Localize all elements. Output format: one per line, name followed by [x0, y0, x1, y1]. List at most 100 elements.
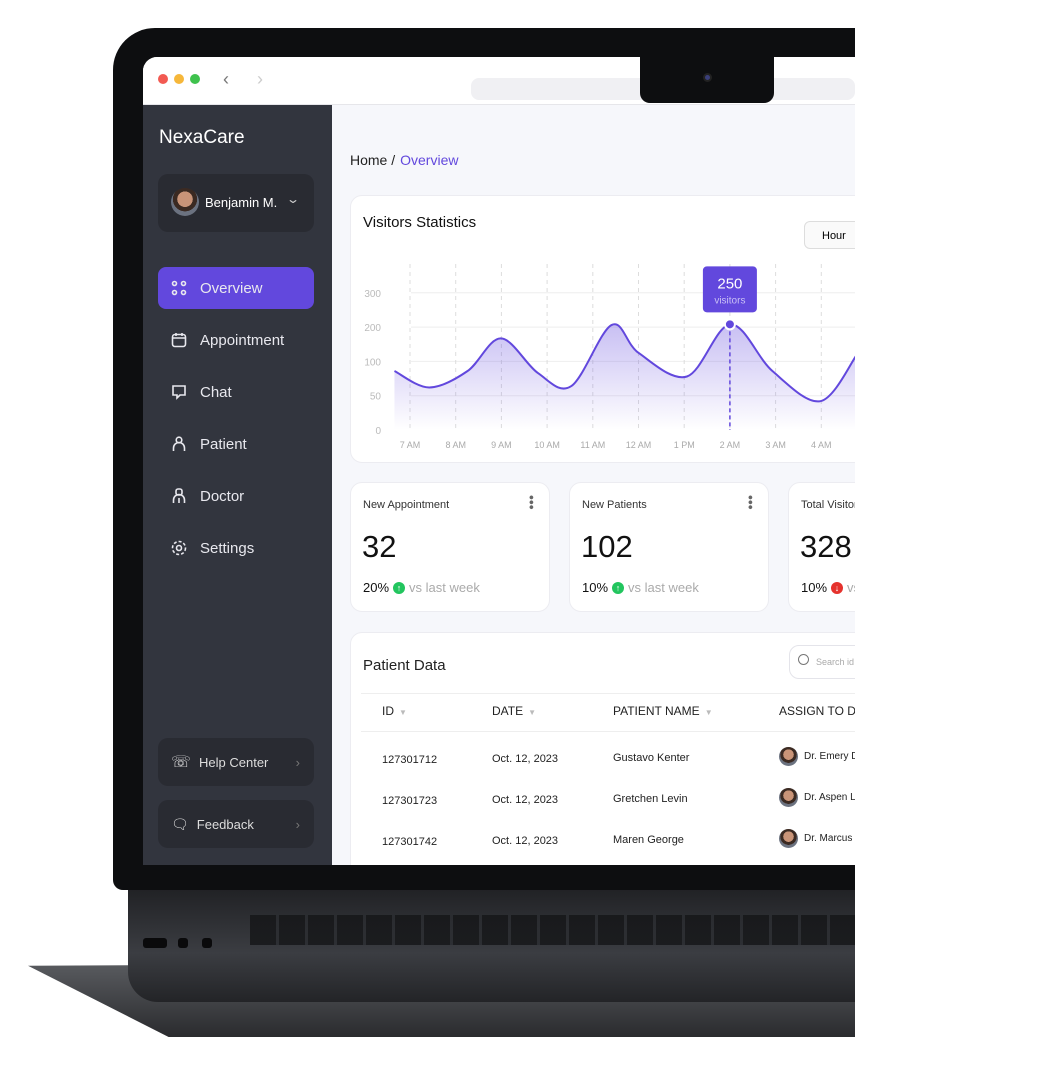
highlight-point [723, 318, 736, 331]
laptop-port [202, 938, 212, 948]
sort-icon: ▼ [704, 708, 713, 717]
grid-dots-icon [171, 280, 187, 296]
x-tick-label: 3 AM [765, 440, 786, 450]
more-options-icon[interactable]: ••• [524, 495, 540, 510]
stat-title: New Patients [582, 499, 647, 511]
arrow-up-icon: ↑ [612, 581, 625, 594]
stat-note: vs [847, 580, 855, 595]
patient-data-title: Patient Data [363, 657, 446, 674]
cell-id: 127301712 [382, 754, 438, 766]
sidebar-item-label: Chat [200, 383, 232, 401]
doctor-avatar [779, 788, 798, 807]
cell-doctor: Dr. Marcus F [779, 829, 855, 848]
help-center-button[interactable]: ☏ Help Center › [158, 738, 314, 786]
calendar-icon [171, 333, 187, 348]
sort-icon: ▼ [399, 708, 407, 717]
cell-date: Oct. 12, 2023 [492, 835, 559, 847]
cell-date: Oct. 12, 2023 [492, 753, 559, 765]
sidebar-item-patient[interactable]: Patient [158, 423, 314, 465]
cell-id: 127301723 [382, 795, 438, 807]
divider [361, 693, 855, 694]
doctor-avatar [779, 829, 798, 848]
more-options-icon[interactable]: ••• [743, 495, 759, 510]
area-fill [394, 324, 855, 430]
doctor-avatar [779, 747, 798, 766]
camera-icon [703, 73, 712, 82]
close-window-icon[interactable] [158, 74, 168, 84]
cell-doctor: Dr. Aspen Li [779, 788, 855, 807]
user-menu[interactable]: Benjamin M. ⌄ [158, 174, 314, 232]
sidebar-item-settings[interactable]: Settings [158, 527, 314, 569]
y-tick-label: 0 [375, 426, 381, 437]
chat-bubble-icon [172, 385, 186, 400]
sort-icon: ▼ [528, 708, 537, 717]
x-tick-label: 12 AM [626, 440, 652, 450]
arrow-up-icon: ↑ [393, 581, 406, 594]
stat-title: Total Visitor [801, 499, 855, 511]
maximize-window-icon[interactable] [190, 74, 200, 84]
minimize-window-icon[interactable] [174, 74, 184, 84]
stat-change: 10% [801, 580, 828, 595]
chevron-right-icon: › [295, 754, 300, 770]
cell-doctor: Dr. Emery D [779, 747, 855, 766]
breadcrumb-home[interactable]: Home / [350, 152, 396, 168]
avatar [171, 188, 199, 216]
chevron-down-icon: ⌄ [285, 192, 301, 206]
cell-patient-name: Gustavo Kenter [613, 752, 690, 764]
feedback-label: Feedback [196, 816, 254, 832]
screen: ‹ › NexaCare Benjamin M. ⌄ Overview Appo… [143, 57, 855, 865]
user-name: Benjamin M. [205, 195, 278, 210]
sidebar-item-label: Settings [200, 539, 255, 557]
visitors-card: Visitors Statistics Hour 0 50 100 200 300 7 A… [350, 195, 855, 463]
x-tick-label: 9 AM [491, 440, 512, 450]
stat-value: 102 [581, 529, 633, 564]
stat-card: New Patients ••• 102 10% ↑ vs last week [569, 482, 769, 612]
cell-patient-name: Maren George [613, 834, 684, 846]
chevron-right-icon: › [295, 816, 300, 832]
sidebar-item-chat[interactable]: Chat [158, 371, 314, 413]
column-header-id[interactable]: ID ▼ [382, 704, 407, 718]
y-tick-label: 200 [364, 323, 381, 334]
sidebar-item-appointment[interactable]: Appointment [158, 319, 314, 361]
x-tick-label: 7 AM [400, 440, 421, 450]
cell-patient-name: Gretchen Levin [613, 793, 688, 805]
stat-card: Total Visitor ••• 328 10% ↓ vs [788, 482, 855, 612]
column-header-date[interactable]: DATE ▼ [492, 704, 537, 718]
series-line [393, 323, 855, 403]
breadcrumb-current: Overview [400, 152, 459, 168]
y-tick-label: 100 [364, 357, 381, 368]
feedback-button[interactable]: 🗨 Feedback › [158, 800, 314, 848]
x-tick-label: 11 AM [580, 440, 605, 450]
laptop-port [143, 938, 167, 948]
x-tick-label: 4 AM [811, 440, 832, 450]
laptop-keyboard [250, 915, 855, 945]
feedback-icon: 🗨 [171, 815, 189, 832]
stat-value: 328 [800, 529, 852, 564]
column-header-assign-to-doctor[interactable]: ASSIGN TO DO [779, 704, 855, 718]
chart-title: Visitors Statistics [363, 214, 477, 231]
forward-arrow-icon[interactable]: › [257, 69, 263, 89]
brand-logo: NexaCare [159, 127, 245, 148]
x-tick-label: 1 PM [674, 440, 695, 450]
back-arrow-icon[interactable]: ‹ [223, 69, 229, 89]
sidebar-item-label: Appointment [200, 331, 285, 349]
arrow-down-icon: ↓ [831, 581, 844, 594]
column-header-patient-name[interactable]: PATIENT NAME ▼ [613, 704, 713, 718]
sidebar-item-doctor[interactable]: Doctor [158, 475, 314, 517]
y-tick-label: 50 [370, 392, 382, 403]
sidebar-item-overview[interactable]: Overview [158, 267, 314, 309]
search-input[interactable]: Search id [789, 645, 855, 679]
patient-icon [172, 436, 186, 451]
sidebar-item-label: Overview [200, 279, 263, 297]
doctor-icon [172, 488, 186, 503]
range-select[interactable]: Hour [804, 221, 855, 249]
tooltip-value: 250 [717, 275, 742, 292]
x-tick-label: 10 AM [534, 440, 560, 450]
gear-icon [171, 540, 187, 556]
x-tick-label: 2 AM [720, 440, 741, 450]
tooltip-unit: visitors [714, 295, 745, 306]
stat-change: 20% [363, 580, 390, 595]
stat-change: 10% [582, 580, 609, 595]
stat-note: vs last week [628, 580, 699, 595]
cell-date: Oct. 12, 2023 [492, 794, 559, 806]
